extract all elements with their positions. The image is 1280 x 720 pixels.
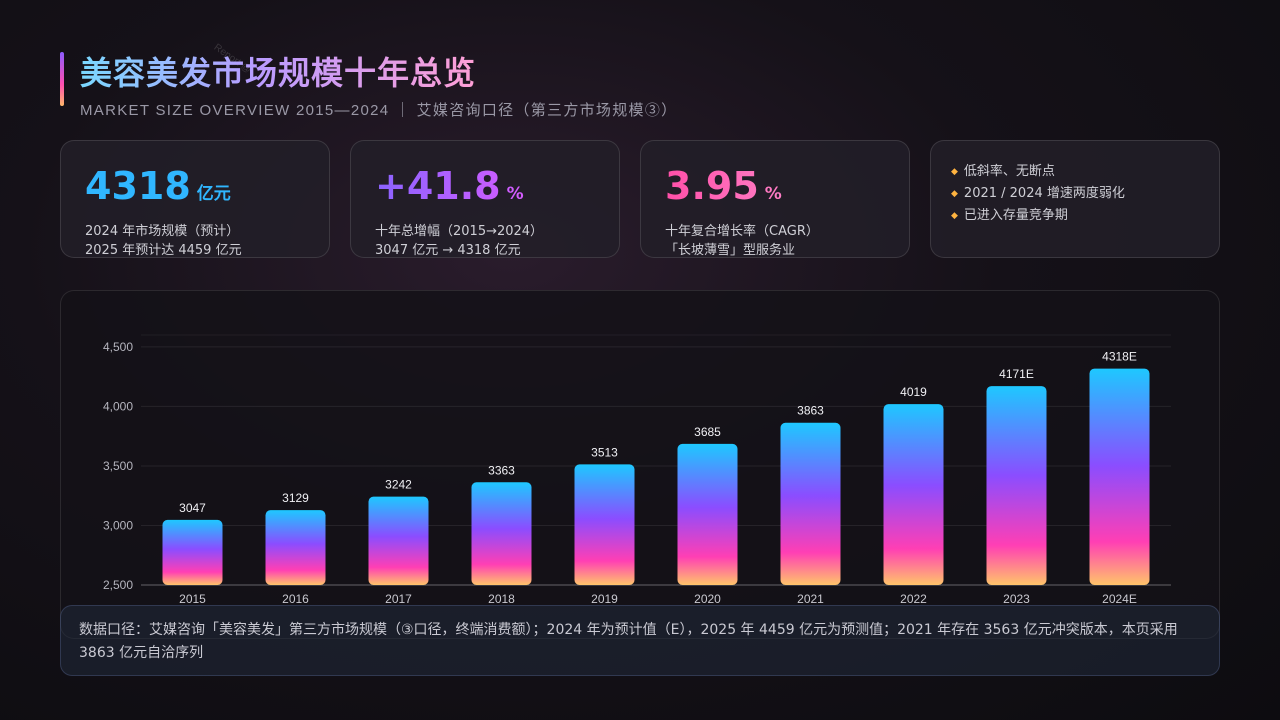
bar-2019 — [574, 464, 635, 585]
insight-item: ◆ 低斜率、无断点 — [951, 161, 1125, 183]
data-label: 4171E — [999, 367, 1034, 381]
data-label: 3863 — [797, 404, 824, 418]
bar-2024E — [1089, 368, 1150, 585]
bar-chart: 2,500 3,000 3,500 4,000 4,500 3047 2015 3129 20… — [103, 334, 1171, 606]
title-accent-bar — [60, 52, 64, 106]
x-tick-label: 2023 — [1003, 592, 1030, 606]
y-tick-label: 4,500 — [103, 340, 133, 354]
kpi-unit: % — [506, 184, 524, 204]
bar-2021 — [780, 422, 841, 585]
diamond-icon: ◆ — [951, 211, 958, 221]
kpi-line-1: 十年复合增长率（CAGR） — [665, 224, 819, 239]
chart-panel: 2,500 3,000 3,500 4,000 4,500 3047 2015 3129 20… — [60, 290, 1220, 639]
data-label: 3242 — [385, 478, 412, 492]
diamond-icon: ◆ — [951, 167, 958, 177]
diamond-icon: ◆ — [951, 189, 958, 199]
kpi-number: +41.8 — [375, 164, 501, 208]
kpi-card-cagr: 3.95% 十年复合增长率（CAGR） 「长坡薄雪」型服务业 — [640, 140, 910, 258]
data-label: 3047 — [179, 501, 206, 515]
insight-item: ◆ 已进入存量竞争期 — [951, 205, 1125, 227]
kpi-value: 3.95% — [665, 163, 782, 217]
kpi-line-2: 「长坡薄雪」型服务业 — [665, 243, 796, 258]
kpi-unit: % — [764, 184, 782, 204]
bar-2020 — [677, 443, 738, 585]
bar-2017 — [368, 496, 429, 585]
x-tick-label: 2016 — [282, 592, 309, 606]
kpi-card-market-size: 4318 亿元 2024 年市场规模（预计） 2025 年预计达 4459 亿元 — [60, 140, 330, 258]
data-label: 4318E — [1102, 350, 1137, 364]
page-subtitle: MARKET SIZE OVERVIEW 2015—2024 ｜ 艾媒咨询口径（… — [80, 102, 678, 119]
data-label: 3685 — [694, 425, 721, 439]
y-tick-label: 4,000 — [103, 399, 133, 413]
y-tick-label: 3,500 — [103, 459, 133, 473]
kpi-card-total-growth: +41.8% 十年总增幅（2015→2024） 3047 亿元 → 4318 亿… — [350, 140, 620, 258]
y-tick-label: 3,000 — [103, 518, 133, 532]
data-label: 3129 — [282, 491, 309, 505]
insight-text: 2021 / 2024 增速两度弱化 — [963, 186, 1125, 201]
kpi-value: 4318 亿元 — [85, 163, 231, 217]
kpi-line-1: 2024 年市场规模（预计） — [85, 224, 240, 239]
x-tick-label: 2018 — [488, 592, 515, 606]
data-label: 4019 — [900, 385, 927, 399]
x-tick-label: 2020 — [694, 592, 721, 606]
insight-item: ◆ 2021 / 2024 增速两度弱化 — [951, 183, 1125, 205]
x-tick-label: 2022 — [900, 592, 927, 606]
x-tick-label: 2021 — [797, 592, 824, 606]
kpi-value: +41.8% — [375, 163, 524, 217]
x-tick-label: 2019 — [591, 592, 618, 606]
x-tick-label: 2015 — [179, 592, 206, 606]
kpi-number: 4318 — [85, 164, 191, 208]
insight-card: ◆ 低斜率、无断点 ◆ 2021 / 2024 增速两度弱化 ◆ 已进入存量竞争期 — [930, 140, 1220, 258]
bar-2016 — [265, 510, 326, 585]
page-title: 美容美发市场规模十年总览 — [80, 54, 477, 92]
insight-list: ◆ 低斜率、无断点 ◆ 2021 / 2024 增速两度弱化 ◆ 已进入存量竞争期 — [951, 161, 1125, 227]
bar-2015 — [162, 519, 223, 585]
data-source-note: 数据口径：艾媒咨询「美容美发」第三方市场规模（③口径，终端消费额）；2024 年… — [60, 605, 1220, 676]
x-tick-label: 2017 — [385, 592, 412, 606]
data-label: 3363 — [488, 463, 515, 477]
data-label: 3513 — [591, 445, 618, 459]
kpi-line-2: 3047 亿元 → 4318 亿元 — [375, 243, 521, 258]
kpi-line-2: 2025 年预计达 4459 亿元 — [85, 243, 242, 258]
kpi-number: 3.95 — [665, 164, 759, 208]
insight-text: 已进入存量竞争期 — [963, 208, 1068, 223]
x-tick-label: 2024E — [1102, 592, 1137, 606]
bar-2023 — [986, 386, 1047, 585]
bar-2018 — [471, 482, 532, 585]
kpi-unit: 亿元 — [196, 184, 231, 204]
kpi-line-1: 十年总增幅（2015→2024） — [375, 224, 544, 239]
y-tick-label: 2,500 — [103, 578, 133, 592]
insight-text: 低斜率、无断点 — [963, 164, 1055, 179]
bar-2022 — [883, 404, 944, 585]
